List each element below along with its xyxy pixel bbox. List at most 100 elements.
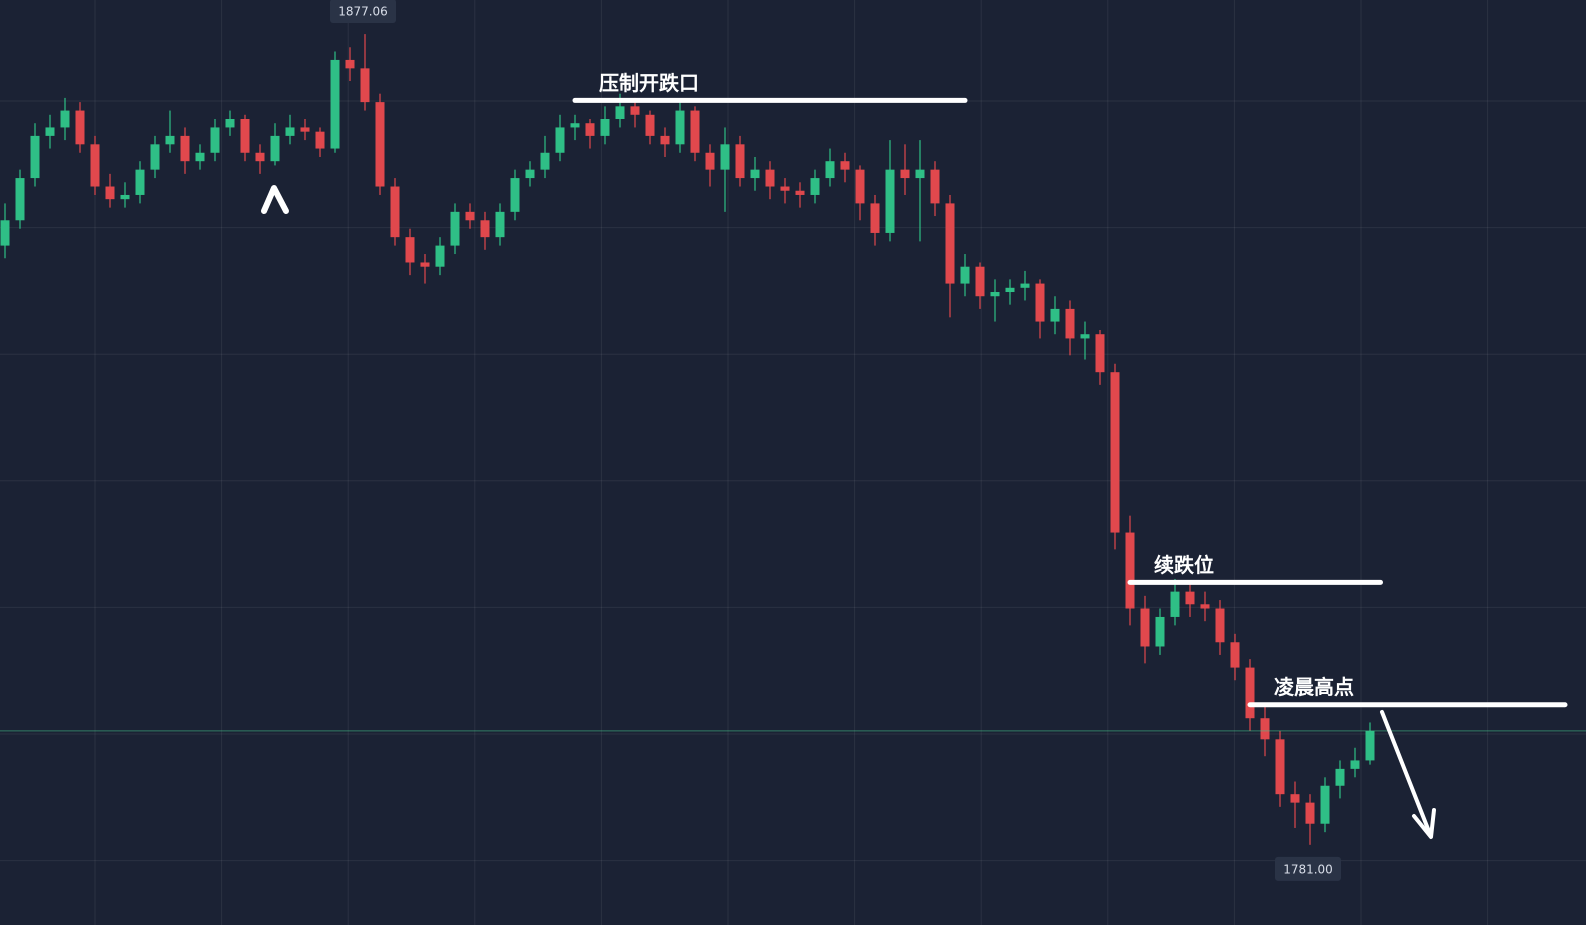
candle-body [1140, 608, 1150, 647]
candle-body [810, 178, 820, 195]
candle-body [30, 135, 40, 179]
down-arrow [1380, 710, 1436, 839]
level-label: 压制开跌口 [599, 71, 699, 95]
price-label-box [330, 0, 396, 23]
candle-body [570, 123, 580, 128]
candle-body [1080, 334, 1090, 339]
candle-body [120, 194, 130, 200]
candle-body [315, 131, 325, 149]
candle-body [150, 144, 160, 170]
candle-body [1110, 372, 1120, 533]
candle-body [585, 123, 595, 136]
candle-body [1365, 730, 1375, 761]
candle-body [690, 110, 700, 153]
candle-body [855, 169, 865, 204]
candle-body [480, 220, 490, 238]
candle-body [1005, 287, 1015, 293]
candle-body [1155, 616, 1165, 647]
candles [0, 34, 1586, 845]
candle-body [675, 110, 685, 145]
candle-body [405, 237, 415, 263]
candle-body [165, 135, 175, 145]
candle-body [90, 144, 100, 187]
candle-body [930, 169, 940, 204]
candle-body [1320, 785, 1330, 824]
candle-body [1215, 608, 1225, 643]
candle-body [540, 152, 550, 170]
candle-body [1065, 308, 1075, 339]
candle-body [1050, 308, 1060, 322]
candle-body [555, 127, 565, 153]
candle-body [465, 211, 475, 221]
candle-body [525, 169, 535, 179]
candle-body [270, 135, 280, 162]
candle-body [285, 127, 295, 136]
candle-body [885, 169, 895, 233]
level-label: 凌晨高点 [1274, 675, 1354, 699]
price-labels: 1877.06 1781.00 [330, 0, 1341, 881]
candle-body [105, 186, 115, 200]
candle-body [1020, 283, 1030, 288]
candle-body [135, 169, 145, 195]
candle-body [840, 161, 850, 170]
candle-body [390, 186, 400, 238]
candle-body [45, 127, 55, 136]
candle-body [1245, 667, 1255, 719]
candle-body [975, 266, 985, 297]
price-label-box [1275, 856, 1341, 881]
candle-body [1185, 591, 1195, 605]
candle-body [945, 203, 955, 284]
candle-body [1350, 760, 1360, 769]
candle-body [375, 102, 385, 187]
candle-body [1335, 768, 1345, 786]
candle-body [180, 135, 190, 162]
candle-body [330, 59, 340, 149]
candle-body [705, 152, 715, 170]
price-label: 1781.00 [1283, 862, 1333, 876]
candle-body [255, 152, 265, 162]
candle-body [1125, 532, 1135, 609]
candle-body [660, 135, 670, 145]
up-chevron [261, 185, 289, 214]
candle-body [1260, 718, 1270, 740]
candle-body [765, 169, 775, 187]
candle-body [795, 190, 805, 195]
price-label: 1877.06 [338, 5, 388, 19]
candle-body [195, 152, 205, 162]
candle-body [345, 59, 355, 69]
candle-body [1275, 739, 1285, 795]
candle-body [960, 266, 970, 284]
candle-body [900, 169, 910, 179]
candle-body [915, 169, 925, 179]
candle-body [1200, 604, 1210, 609]
candle-body [1095, 334, 1105, 373]
candle-body [435, 245, 445, 267]
candle-body [60, 110, 70, 128]
candle-body [1170, 591, 1180, 617]
candle-body [240, 119, 250, 153]
candle-body [720, 144, 730, 170]
candle-body [1230, 642, 1240, 668]
candle-body [75, 110, 85, 145]
candle-body [1305, 802, 1315, 824]
candle-body [450, 211, 460, 246]
candle-body [15, 178, 25, 221]
candle-body [510, 178, 520, 212]
candle-body [750, 169, 760, 179]
candle-body [630, 106, 640, 115]
candle-body [495, 211, 505, 238]
candle-body [735, 144, 745, 179]
level-label: 续跌位 [1154, 553, 1214, 577]
candle-body [1035, 283, 1045, 322]
candle-body [210, 127, 220, 153]
candle-body [780, 186, 790, 191]
candle-body [990, 292, 1000, 297]
candle-body [225, 119, 235, 128]
candle-body [645, 114, 655, 136]
candle-body [300, 127, 310, 132]
candle-body [1290, 794, 1300, 803]
candle-body [420, 262, 430, 267]
